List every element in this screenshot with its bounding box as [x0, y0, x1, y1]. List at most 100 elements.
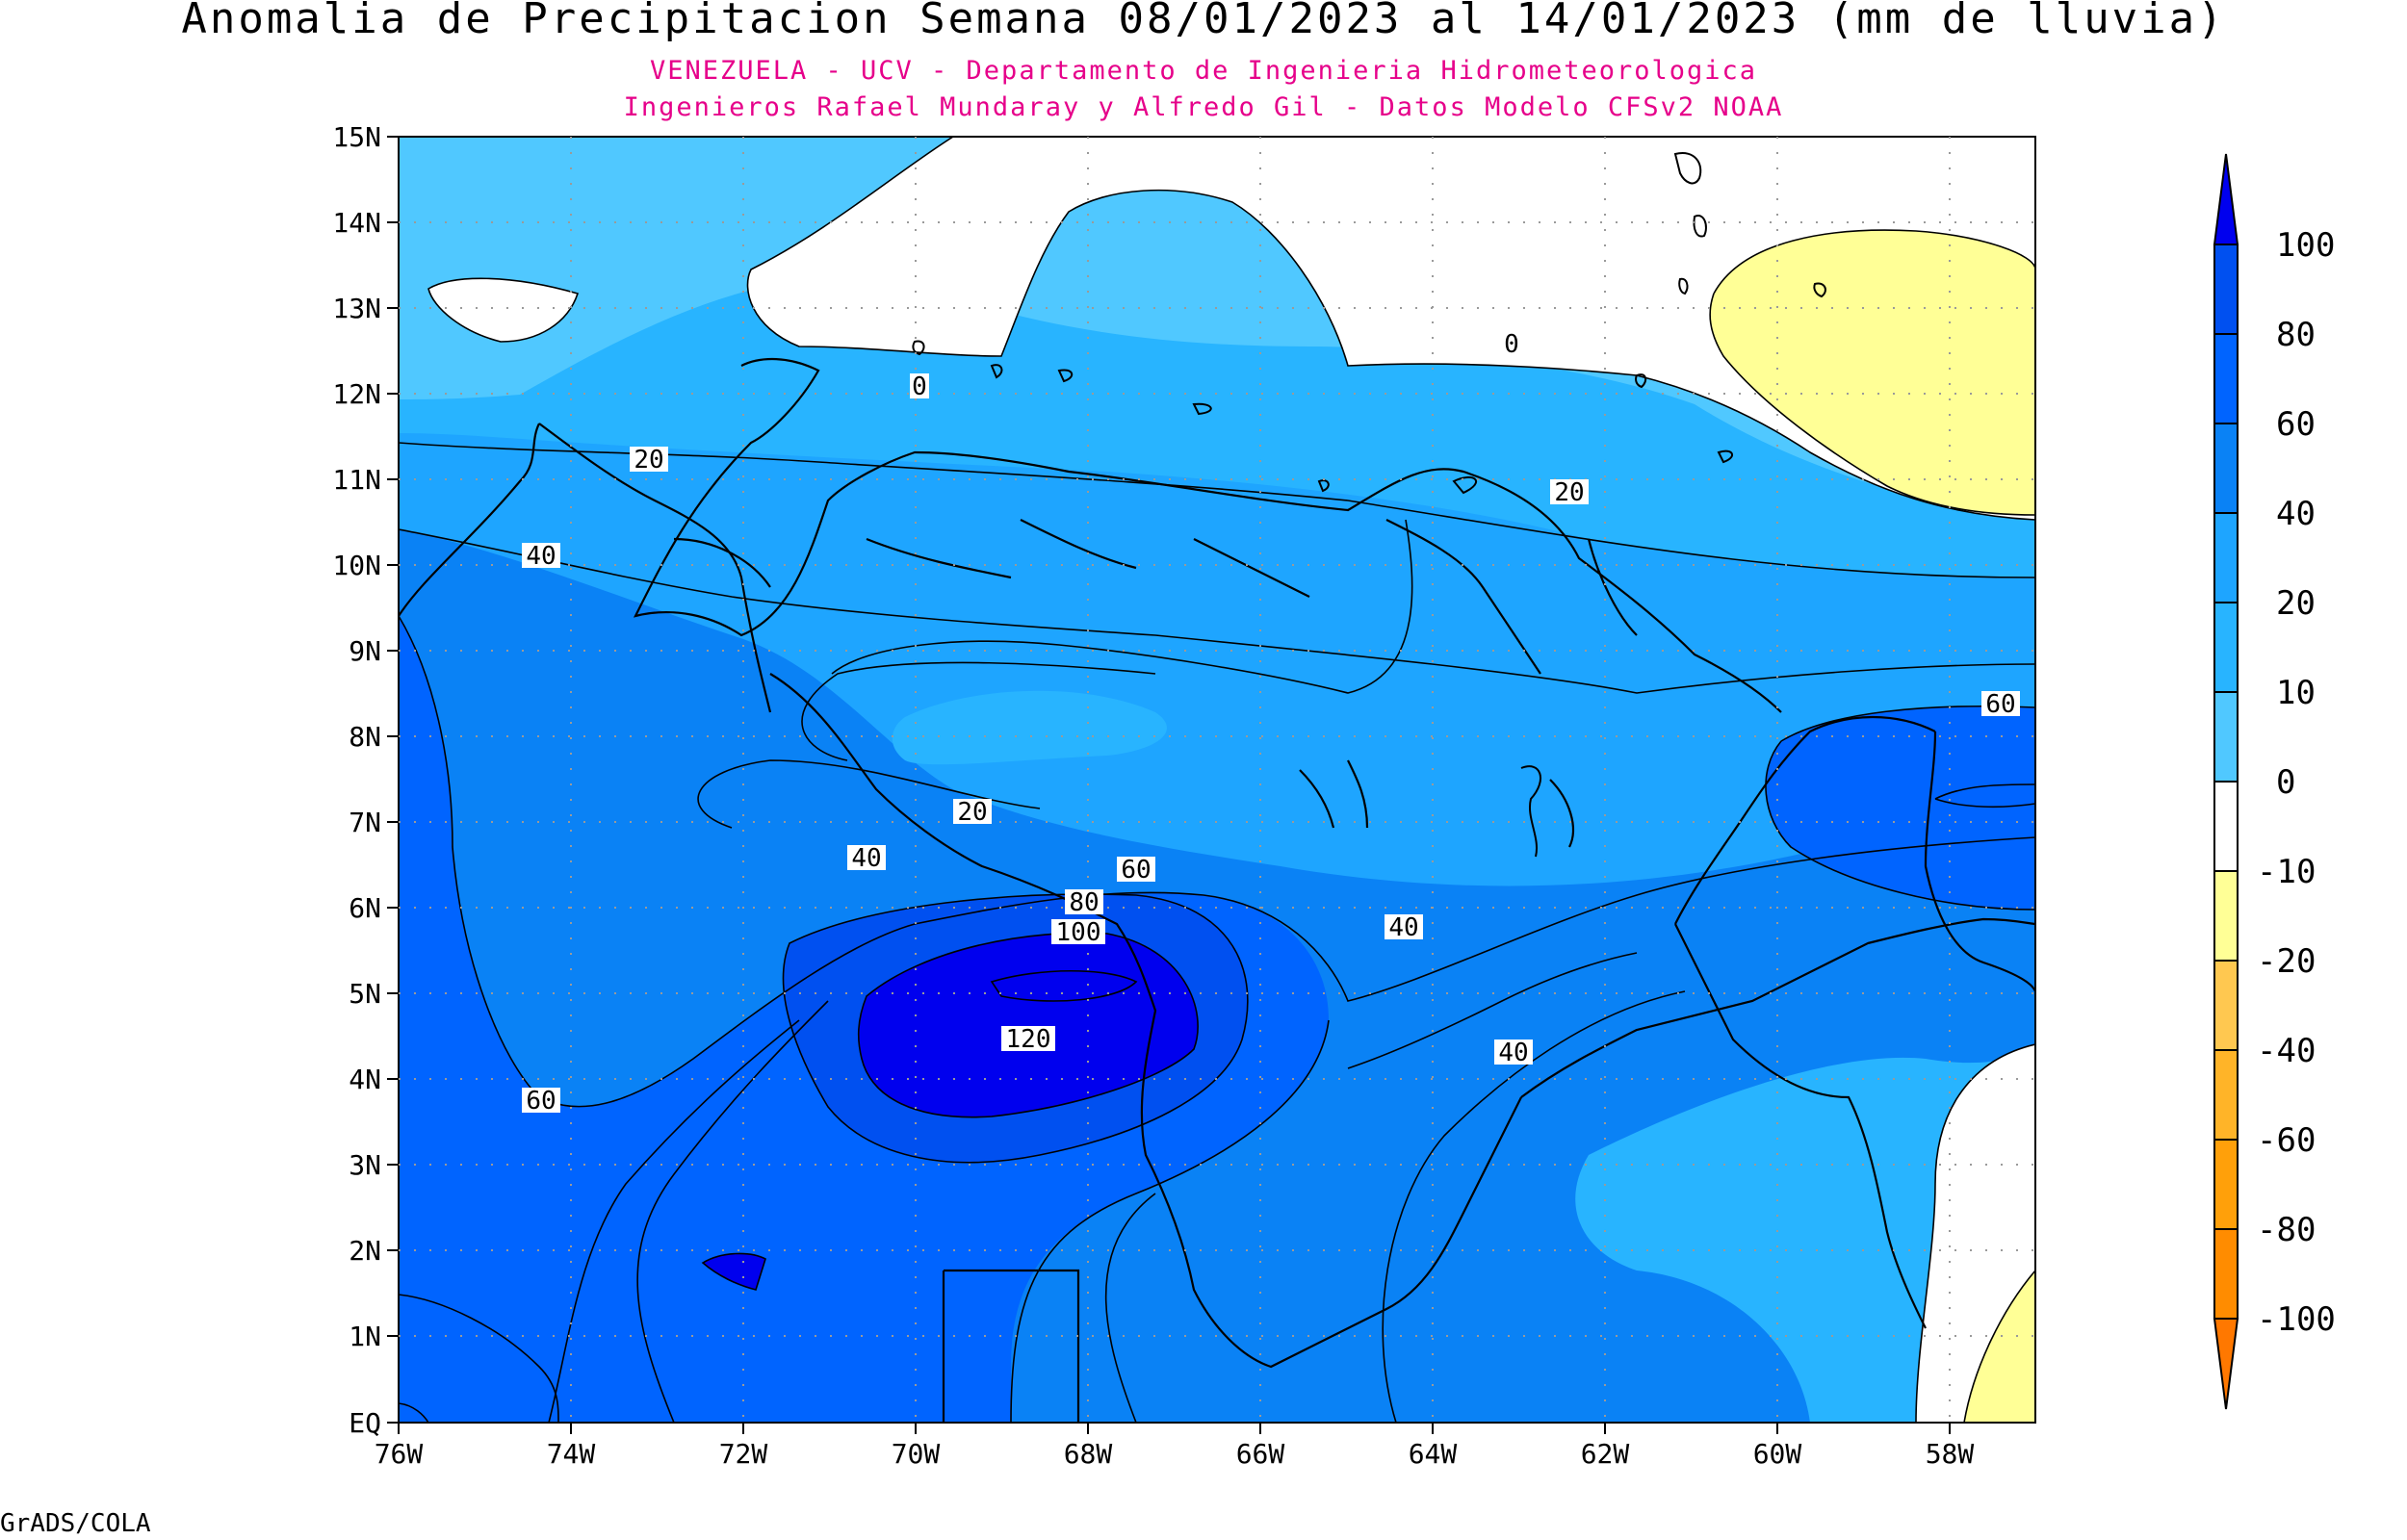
field-100-plus: [858, 933, 1199, 1117]
field-white-north: [747, 137, 2035, 520]
contour-label: 40: [1385, 913, 1423, 942]
lat-axis-labels: 15N 14N 13N 12N 11N 10N 9N 8N 7N 6N 5N 4…: [332, 121, 381, 1439]
colorbar-swatch: [2213, 691, 2239, 783]
lon-label: 72W: [719, 1438, 768, 1470]
lat-label: 7N: [349, 807, 381, 838]
contour-label: 60: [1981, 690, 2020, 719]
colorbar-bottom-arrow: [2213, 1318, 2239, 1410]
lon-label: 76W: [375, 1438, 424, 1470]
lat-label: 1N: [349, 1321, 381, 1352]
map-title: Anomalia de Precipitacion Semana 08/01/2…: [181, 0, 2226, 43]
contour-label: 120: [1001, 1025, 1055, 1054]
footer-credit: GrADS/COLA: [0, 1509, 151, 1538]
tick-marks: [387, 136, 1951, 1434]
contour-label-text: 20: [957, 798, 987, 827]
field-white-island-west: [428, 278, 578, 342]
field-60-80-east: [1765, 706, 2035, 910]
colorbar-label: 60: [2276, 405, 2316, 444]
colorbar-swatch: [2213, 1139, 2239, 1230]
lon-label: 64W: [1409, 1438, 1458, 1470]
colorbar-label: 0: [2276, 763, 2295, 802]
colorbar-swatch: [2213, 870, 2239, 962]
contour-label: 0: [1502, 330, 1521, 359]
contour-label-text: 100: [1056, 918, 1101, 947]
colorbar-label: -60: [2257, 1121, 2316, 1160]
colorbar-label: -100: [2257, 1300, 2336, 1339]
lat-label: 13N: [332, 293, 381, 324]
lon-label: 68W: [1064, 1438, 1113, 1470]
contour-label: 60: [522, 1087, 560, 1116]
lat-label: 2N: [349, 1235, 381, 1267]
colorbar-label: -20: [2257, 942, 2316, 981]
colorbar-swatch: [2213, 1049, 2239, 1141]
contour-label-text: 40: [1498, 1039, 1528, 1067]
lat-label: 9N: [349, 635, 381, 667]
contour-label-text: 20: [634, 446, 663, 475]
map-frame: [398, 136, 2036, 1424]
colorbar-label: -10: [2257, 853, 2316, 891]
colorbar-swatch: [2213, 333, 2239, 424]
lat-label: 3N: [349, 1149, 381, 1181]
contour-label: 40: [522, 542, 560, 571]
colorbar-label: -40: [2257, 1032, 2316, 1070]
contour-label-text: 120: [1006, 1025, 1051, 1054]
contour-label: 20: [1550, 478, 1589, 507]
contour-label-text: 60: [1985, 690, 2015, 719]
lon-label: 66W: [1236, 1438, 1285, 1470]
contour-label-text: 60: [1121, 856, 1151, 885]
colorbar-labels: 100 80 60 40 20 10 0 -10 -20 -40 -60 -80…: [2257, 226, 2336, 1339]
lon-label: 74W: [547, 1438, 596, 1470]
gridlines: [399, 137, 2035, 1423]
contour-label-text: 0: [1504, 330, 1519, 359]
map-subtitle-line2: Ingenieros Rafael Mundaray y Alfredo Gil…: [623, 92, 1784, 122]
contour-label: 0: [910, 372, 929, 401]
anomaly-field: [399, 137, 2035, 1423]
contour-label-text: 80: [1069, 888, 1099, 917]
colorbar-label: 80: [2276, 316, 2316, 354]
colorbar-label: 40: [2276, 495, 2316, 533]
lon-label: 70W: [892, 1438, 941, 1470]
lon-label: 60W: [1753, 1438, 1802, 1470]
contour-label: [522, 543, 560, 568]
field-10-20-central: [892, 690, 1167, 765]
colorbar-label: 10: [2276, 674, 2316, 712]
colorbar-top-arrow: [2213, 153, 2239, 245]
lat-label: 10N: [332, 550, 381, 581]
contour-label: 20: [953, 798, 992, 827]
lat-label: 8N: [349, 721, 381, 753]
field-100-plus-small: [703, 1253, 765, 1290]
field-10-20-south: [1575, 1049, 2035, 1423]
lat-label: EQ: [349, 1407, 381, 1439]
contour-value-labels: 0 0 20 20 40 20 40 60 80 100 120 40 40 6…: [522, 330, 2020, 1116]
contour-label: 60: [1117, 856, 1155, 885]
colorbar-swatch: [2213, 512, 2239, 603]
field-yellow-southeast: [1964, 1270, 2035, 1423]
colorbar-label: 100: [2276, 226, 2335, 265]
colorbar-swatch: [2213, 244, 2239, 335]
colorbar-label: -80: [2257, 1211, 2316, 1249]
lat-label: 4N: [349, 1064, 381, 1095]
contour-label-text: 40: [1388, 913, 1418, 942]
colorbar-swatch: [2213, 960, 2239, 1051]
contour-label: 20: [630, 446, 668, 475]
contour-label: 40: [847, 844, 886, 873]
contour-label-text: 40: [851, 844, 881, 873]
contour-label: 100: [1051, 918, 1105, 947]
lon-label: 58W: [1926, 1438, 1975, 1470]
contour-label-text: 60: [526, 1087, 556, 1116]
coastlines-borders: [399, 358, 2035, 1423]
colorbar-swatch: [2213, 1228, 2239, 1320]
lat-label: 12N: [332, 378, 381, 410]
contour-label-text: 20: [1554, 478, 1584, 507]
lon-axis-labels: 76W 74W 72W 70W 68W 66W 64W 62W 60W 58W: [375, 1438, 1975, 1470]
contour-label: 40: [1494, 1039, 1533, 1067]
contour-label-text: 0: [912, 372, 927, 401]
field-yellow-northeast: [1710, 230, 2035, 515]
contour-label: 80: [1065, 888, 1103, 917]
lon-label: 62W: [1581, 1438, 1630, 1470]
lat-label: 6N: [349, 892, 381, 924]
islands: [912, 152, 1826, 858]
lat-label: 11N: [332, 464, 381, 496]
contour-label-text: 40: [526, 542, 556, 571]
